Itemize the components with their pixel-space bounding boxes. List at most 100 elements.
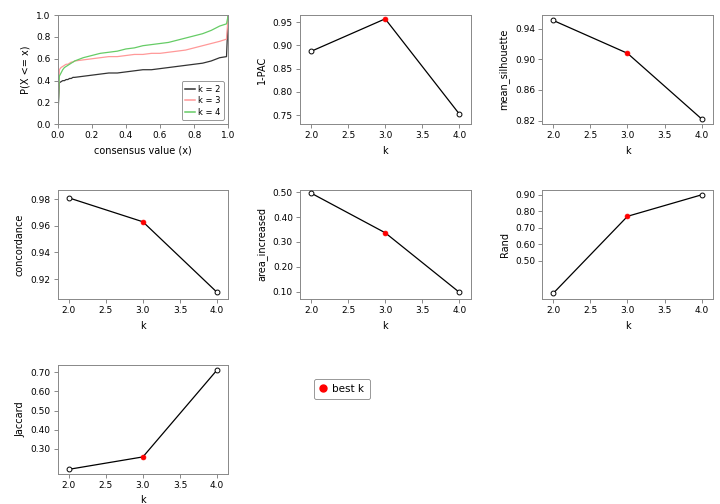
- k = 3: [67, 59, 76, 65]
- k = 3: [68, 59, 77, 65]
- k = 4: [198, 31, 207, 37]
- k = 3: [173, 48, 181, 54]
- X-axis label: k: k: [140, 321, 145, 331]
- k = 3: [57, 65, 66, 71]
- Legend: best k: best k: [314, 379, 369, 399]
- k = 4: [147, 42, 156, 48]
- k = 4: [96, 50, 104, 56]
- k = 3: [55, 67, 63, 73]
- k = 3: [87, 56, 96, 62]
- X-axis label: consensus value (x): consensus value (x): [94, 146, 192, 156]
- k = 3: [79, 57, 88, 63]
- Line: k = 2: k = 2: [58, 15, 228, 124]
- k = 2: [79, 73, 88, 79]
- k = 2: [138, 67, 147, 73]
- k = 4: [164, 39, 173, 45]
- k = 3: [63, 61, 72, 68]
- k = 2: [122, 69, 130, 75]
- k = 3: [104, 53, 113, 59]
- Y-axis label: concordance: concordance: [15, 213, 25, 276]
- k = 2: [66, 76, 74, 82]
- k = 3: [181, 47, 190, 53]
- k = 4: [79, 54, 88, 60]
- k = 3: [53, 121, 62, 128]
- k = 3: [147, 50, 156, 56]
- k = 4: [58, 67, 67, 73]
- k = 3: [66, 60, 74, 66]
- k = 3: [207, 40, 215, 46]
- k = 2: [130, 68, 139, 74]
- k = 3: [60, 62, 68, 69]
- k = 2: [55, 80, 63, 86]
- k = 2: [222, 53, 231, 59]
- k = 2: [190, 61, 199, 68]
- k = 2: [87, 72, 96, 78]
- k = 3: [164, 49, 173, 55]
- Y-axis label: area_increased: area_increased: [256, 208, 267, 281]
- k = 4: [60, 65, 68, 71]
- Line: k = 3: k = 3: [58, 15, 228, 124]
- Y-axis label: Rand: Rand: [500, 232, 510, 257]
- k = 2: [96, 71, 104, 77]
- k = 3: [62, 61, 71, 68]
- k = 4: [63, 62, 72, 69]
- k = 4: [190, 33, 199, 39]
- k = 2: [173, 64, 181, 70]
- k = 3: [71, 58, 79, 64]
- k = 2: [215, 54, 224, 60]
- k = 4: [207, 27, 215, 33]
- k = 4: [138, 43, 147, 49]
- k = 2: [71, 74, 79, 80]
- X-axis label: k: k: [625, 321, 630, 331]
- k = 4: [71, 58, 79, 64]
- Y-axis label: Jaccard: Jaccard: [15, 401, 25, 437]
- k = 2: [67, 76, 76, 82]
- k = 4: [57, 70, 66, 76]
- k = 2: [53, 121, 62, 128]
- k = 4: [67, 60, 76, 66]
- k = 2: [181, 62, 190, 69]
- k = 3: [222, 36, 231, 42]
- k = 2: [63, 77, 72, 83]
- k = 3: [138, 51, 147, 57]
- k = 2: [68, 74, 77, 80]
- k = 4: [130, 45, 139, 51]
- k = 3: [122, 52, 130, 58]
- X-axis label: k: k: [140, 495, 145, 504]
- k = 4: [113, 48, 122, 54]
- k = 2: [207, 58, 215, 64]
- k = 4: [53, 121, 62, 128]
- k = 3: [198, 43, 207, 49]
- k = 3: [113, 53, 122, 59]
- k = 2: [147, 67, 156, 73]
- k = 2: [60, 78, 68, 84]
- Y-axis label: 1-PAC: 1-PAC: [257, 55, 267, 84]
- k = 3: [130, 51, 139, 57]
- k = 3: [96, 54, 104, 60]
- k = 3: [215, 38, 224, 44]
- Y-axis label: mean_silhouette: mean_silhouette: [499, 29, 510, 110]
- k = 3: [190, 45, 199, 51]
- k = 4: [55, 73, 63, 79]
- k = 4: [215, 23, 224, 29]
- k = 3: [58, 64, 67, 70]
- Line: k = 4: k = 4: [58, 15, 228, 124]
- Y-axis label: P(X <= x): P(X <= x): [21, 45, 31, 94]
- X-axis label: k: k: [625, 146, 630, 156]
- k = 4: [181, 35, 190, 41]
- k = 2: [156, 66, 164, 72]
- k = 3: [156, 50, 164, 56]
- k = 4: [68, 59, 77, 65]
- X-axis label: k: k: [382, 321, 388, 331]
- k = 4: [222, 21, 231, 27]
- Legend: k = 2, k = 3, k = 4: k = 2, k = 3, k = 4: [181, 82, 224, 120]
- k = 2: [164, 65, 173, 71]
- k = 4: [122, 46, 130, 52]
- k = 4: [224, 12, 233, 18]
- k = 2: [113, 70, 122, 76]
- k = 3: [224, 12, 233, 18]
- k = 2: [104, 70, 113, 76]
- k = 4: [62, 64, 71, 70]
- k = 4: [104, 49, 113, 55]
- k = 2: [224, 12, 233, 18]
